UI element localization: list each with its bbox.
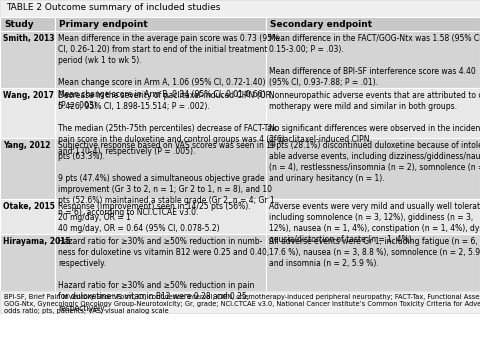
Text: Mean difference in the average pain score was 0.73 (95%
CI, 0.26-1.20) from star: Mean difference in the average pain scor… [58, 34, 279, 110]
Text: Hirayama, 2015: Hirayama, 2015 [3, 237, 71, 246]
Bar [266, 31, 480, 88]
Text: Nonneuropathic adverse events that are attributed to che-
motherapy were mild an: Nonneuropathic adverse events that are a… [269, 91, 480, 144]
Text: Study: Study [4, 20, 34, 29]
Bar [0, 138, 55, 199]
Bar [0, 234, 55, 291]
Bar [266, 199, 480, 234]
Bar [55, 234, 266, 291]
Bar [0, 88, 55, 138]
Text: Secondary endpoint: Secondary endpoint [270, 20, 372, 29]
Bar [55, 17, 266, 31]
Bar [55, 88, 266, 138]
Text: Wang, 2017: Wang, 2017 [3, 91, 54, 100]
Bar [55, 31, 266, 88]
Text: Decrease in the severity of paclitaxel-induced CIPN (OR,
5.426; 95% CI, 1.898-15: Decrease in the severity of paclitaxel-i… [58, 91, 285, 156]
Bar [55, 138, 266, 199]
Bar [266, 138, 480, 199]
Bar [0, 0, 480, 17]
Bar [55, 199, 266, 234]
Text: All adverse events were Gr 1, including fatigue (n = 6,
17.6 %), nausea (n = 3, : All adverse events were Gr 1, including … [269, 237, 480, 268]
Text: Otake, 2015: Otake, 2015 [3, 201, 55, 210]
Text: Primary endpoint: Primary endpoint [59, 20, 148, 29]
Bar [266, 88, 480, 138]
Text: BPI-SF, Brief Pain Inventory-Short Form; CI, confidence interval; CIPN, chemothe: BPI-SF, Brief Pain Inventory-Short Form;… [4, 294, 480, 314]
Bar [0, 31, 55, 88]
Text: Adverse events were very mild and usually well tolerated,
including somnolence (: Adverse events were very mild and usuall… [269, 201, 480, 244]
Bar [0, 199, 55, 234]
Text: TABLE 2 Outcome summary of included studies: TABLE 2 Outcome summary of included stud… [6, 3, 220, 12]
Text: 9 pts (28.1%) discontinued duloxetine because of intoler-
able adverse events, i: 9 pts (28.1%) discontinued duloxetine be… [269, 141, 480, 183]
Bar [266, 17, 480, 31]
Text: Smith, 2013: Smith, 2013 [3, 34, 55, 43]
Bar [0, 291, 480, 313]
Text: Mean difference in the FACT/GOG-Ntx was 1.58 (95% CI,
0.15-3.00; P = .03).

Mean: Mean difference in the FACT/GOG-Ntx was … [269, 34, 480, 87]
Bar [0, 17, 55, 31]
Text: Hazard ratio for ≥30% and ≥50% reduction in numb-
ness for duloxetine vs vitamin: Hazard ratio for ≥30% and ≥50% reduction… [58, 237, 269, 313]
Text: Response (improvement) seen in 14/25 pts (56%).
20 mg/day, OR = 1
40 mg/day, OR : Response (improvement) seen in 14/25 pts… [58, 201, 251, 233]
Text: Subjective response based on VAS scores was seen in 19
pts (63.3%).

9 pts (47.4: Subjective response based on VAS scores … [58, 141, 277, 217]
Bar [266, 234, 480, 291]
Text: Yang, 2012: Yang, 2012 [3, 141, 50, 150]
